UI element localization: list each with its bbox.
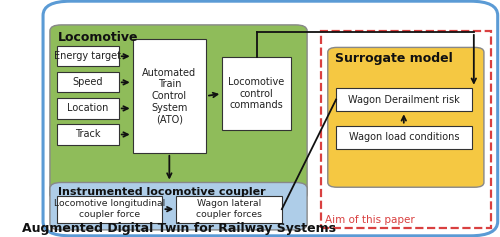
FancyBboxPatch shape <box>132 39 206 153</box>
FancyBboxPatch shape <box>57 72 119 92</box>
FancyBboxPatch shape <box>336 88 471 111</box>
FancyBboxPatch shape <box>50 25 307 200</box>
Text: Track: Track <box>75 129 100 140</box>
Text: Locomotive: Locomotive <box>58 31 138 44</box>
Text: Augmented Digital Twin for Railway Systems: Augmented Digital Twin for Railway Syste… <box>22 222 336 235</box>
Text: Speed: Speed <box>72 77 103 87</box>
Text: Wagon load conditions: Wagon load conditions <box>348 132 459 142</box>
Text: Location: Location <box>67 103 108 114</box>
FancyBboxPatch shape <box>57 124 119 145</box>
Text: Aim of this paper: Aim of this paper <box>326 215 415 225</box>
Text: Surrogate model: Surrogate model <box>335 52 453 65</box>
Text: Instrumented locomotive coupler: Instrumented locomotive coupler <box>58 187 266 197</box>
FancyBboxPatch shape <box>57 46 119 66</box>
FancyBboxPatch shape <box>222 57 291 130</box>
FancyBboxPatch shape <box>176 196 282 223</box>
FancyBboxPatch shape <box>328 47 484 187</box>
Text: Wagon Derailment risk: Wagon Derailment risk <box>348 95 460 105</box>
FancyBboxPatch shape <box>43 1 498 236</box>
FancyBboxPatch shape <box>57 98 119 118</box>
Text: Locomotive
control
commands: Locomotive control commands <box>228 77 284 110</box>
Text: Locomotive longitudinal
coupler force: Locomotive longitudinal coupler force <box>54 200 166 219</box>
FancyBboxPatch shape <box>336 126 471 149</box>
Text: Automated
Train
Control
System
(ATO): Automated Train Control System (ATO) <box>142 68 197 124</box>
FancyBboxPatch shape <box>50 182 307 230</box>
Text: Energy target: Energy target <box>54 51 122 61</box>
Text: Wagon lateral
coupler forces: Wagon lateral coupler forces <box>196 200 262 219</box>
FancyBboxPatch shape <box>57 196 162 223</box>
